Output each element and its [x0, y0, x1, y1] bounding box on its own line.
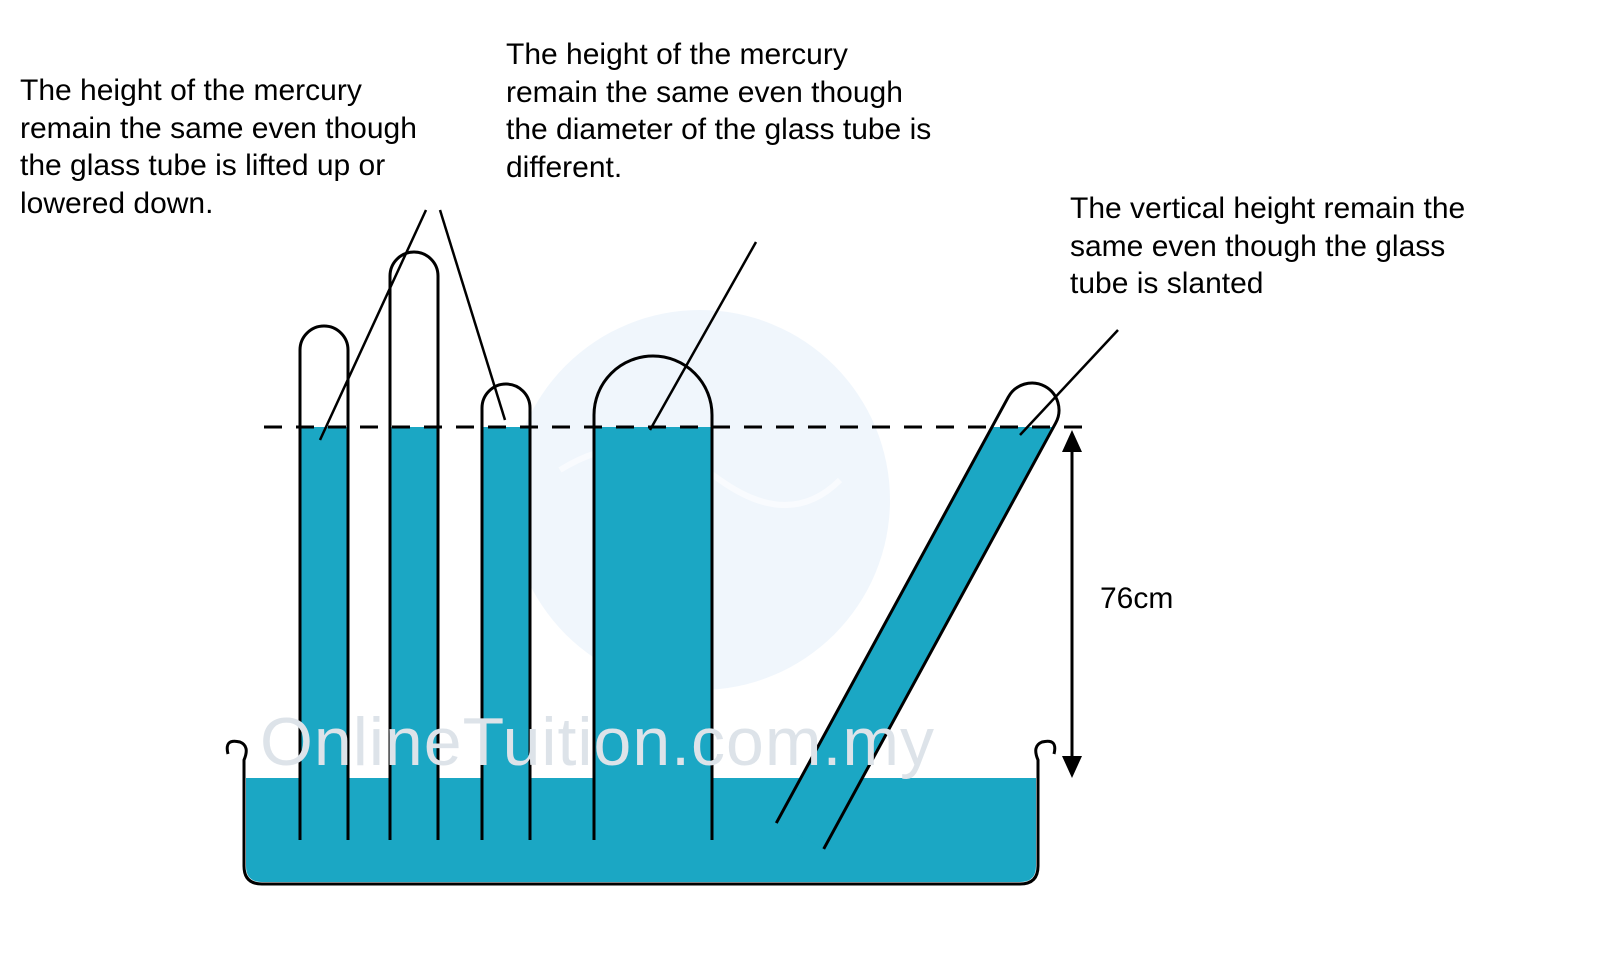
measurement-text: 76cm: [1100, 582, 1173, 615]
watermark-text: OnlineTuition.com.my: [260, 700, 935, 785]
label-center: The height of the mercury remain the sam…: [506, 36, 946, 186]
label-left-text: The height of the mercury remain the sam…: [20, 74, 417, 220]
label-right: The vertical height remain the same even…: [1070, 190, 1500, 303]
label-right-text: The vertical height remain the same even…: [1070, 192, 1465, 300]
label-center-text: The height of the mercury remain the sam…: [506, 38, 931, 184]
label-left: The height of the mercury remain the sam…: [20, 72, 460, 222]
measurement-label: 76cm: [1100, 580, 1173, 618]
